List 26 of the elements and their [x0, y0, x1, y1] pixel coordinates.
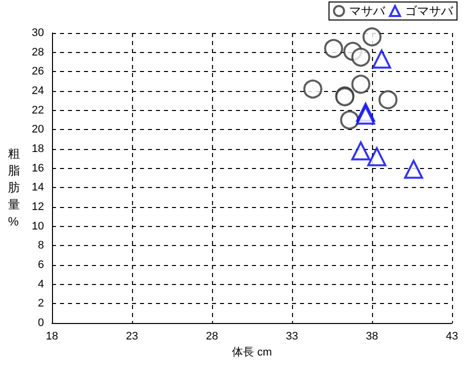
- y-tick-label: 6: [38, 259, 44, 271]
- y-tick-label: 28: [32, 46, 44, 58]
- y-tick-label: 2: [38, 298, 44, 310]
- y-axis-title: 粗脂肪量%: [8, 146, 20, 228]
- x-axis-title: 体長 cm: [232, 346, 272, 358]
- y-tick-label: 4: [38, 278, 44, 290]
- y-tick-label: 12: [32, 201, 44, 213]
- y-tick-label: 14: [32, 182, 44, 194]
- x-tick-label: 18: [46, 330, 58, 342]
- y-tick-label: 0: [38, 317, 44, 329]
- x-tick-label: 38: [366, 330, 378, 342]
- y-tick-label: 18: [32, 143, 44, 155]
- x-tick-label: 43: [446, 330, 458, 342]
- y-tick-label: 10: [32, 220, 44, 232]
- y-tick-label: 20: [32, 124, 44, 136]
- legend-label: マサバ: [349, 4, 386, 18]
- x-tick-label: 28: [206, 330, 218, 342]
- x-tick-label: 23: [126, 330, 138, 342]
- y-tick-label: 22: [32, 104, 44, 116]
- y-tick-label: 26: [32, 66, 44, 78]
- x-tick-label: 33: [286, 330, 298, 342]
- y-tick-label: 8: [38, 240, 44, 252]
- y-tick-label: 30: [32, 27, 44, 39]
- y-tick-label: 24: [32, 85, 44, 97]
- y-tick-label: 16: [32, 162, 44, 174]
- legend-label: ゴマサバ: [405, 4, 454, 18]
